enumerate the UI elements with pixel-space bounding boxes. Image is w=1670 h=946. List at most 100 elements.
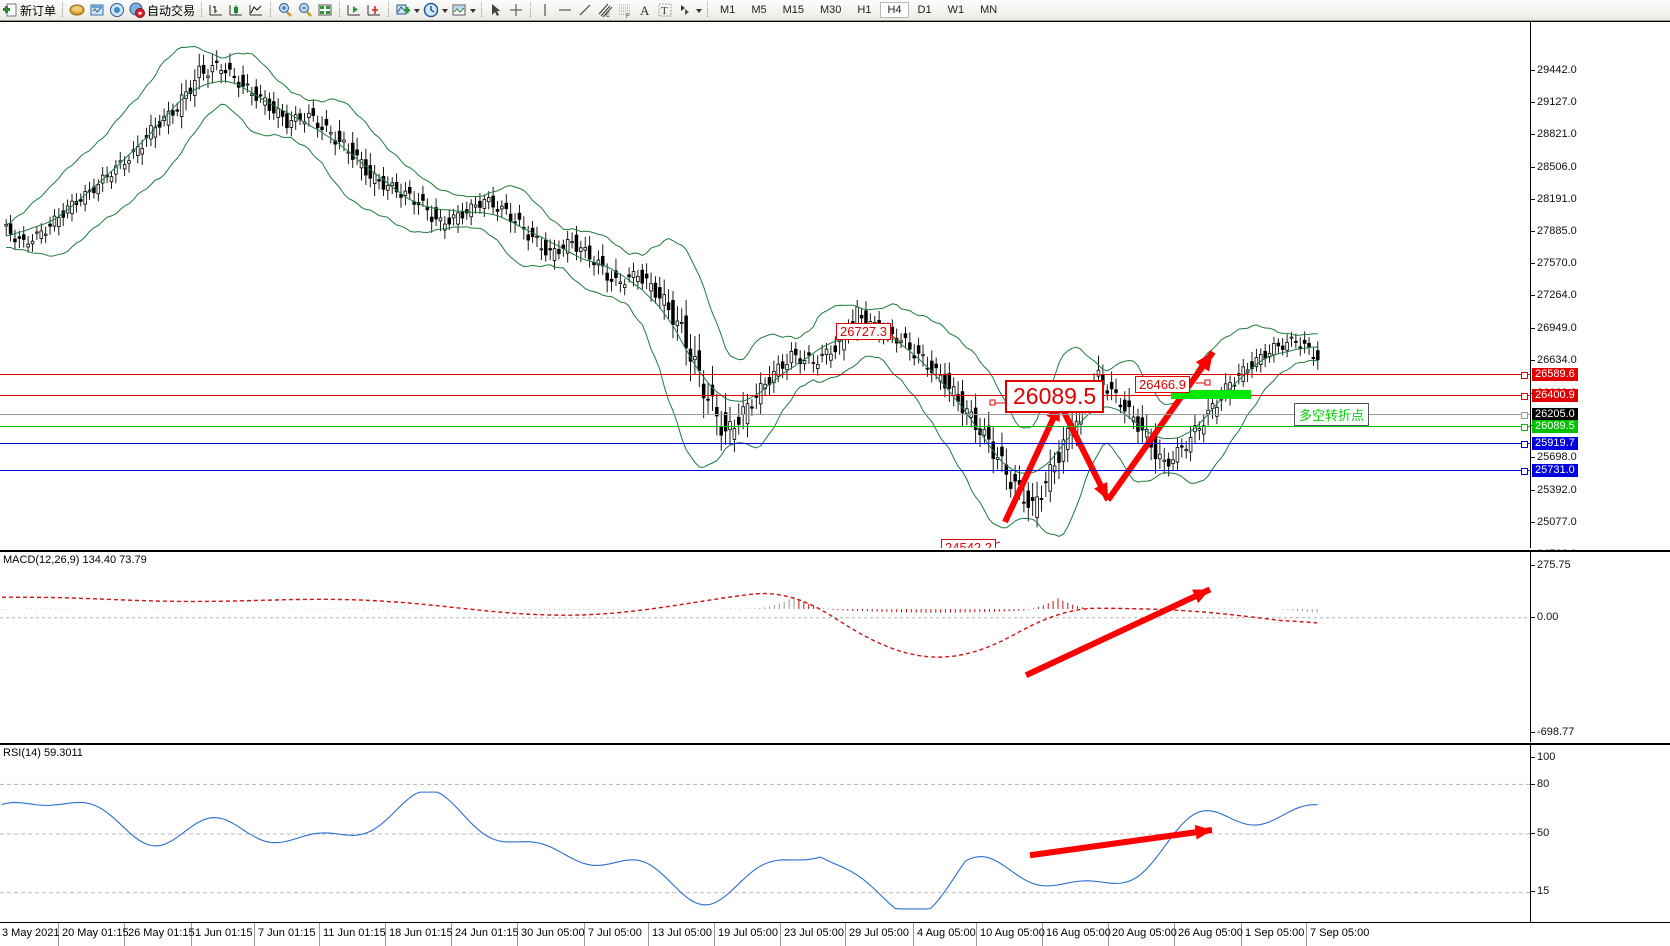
new-order-icon (2, 2, 18, 18)
time-separator (1241, 923, 1242, 946)
price-tick-label: 28506.0 (1537, 161, 1577, 173)
shapes-button[interactable] (675, 1, 695, 19)
line-chart-button[interactable] (246, 1, 266, 19)
macd-tick-label: 0.00 (1537, 611, 1559, 623)
autotrade-button[interactable]: 自动交易 (127, 1, 197, 19)
hline-26589-handle[interactable] (1521, 372, 1528, 379)
period-button[interactable] (421, 1, 441, 19)
new-order-label: 新订单 (20, 3, 57, 18)
timeframe-m5[interactable]: M5 (751, 4, 767, 16)
timeframe-w1[interactable]: W1 (947, 4, 965, 16)
crosshair-button[interactable] (506, 1, 526, 19)
time-separator (58, 923, 59, 946)
cursor-icon (488, 2, 504, 18)
rsi-tick-label: 50 (1537, 827, 1550, 839)
navigator-icon (109, 2, 125, 18)
timeframe-group: M1 M5 M15 M30 H1 H4 D1 W1 MN (712, 2, 1005, 18)
zoom-in-icon (277, 2, 293, 18)
toolbar-separator (388, 2, 390, 18)
trendline-button[interactable] (575, 1, 595, 19)
level-24542[interactable]: 24542.2 (941, 539, 996, 548)
vline-button[interactable] (535, 1, 555, 19)
chart-window[interactable]: HK50-,H4 26116.0 26239.0 26116.0 26205.0… (0, 21, 1670, 946)
time-label: 11 Jun 01:15 (323, 927, 386, 939)
tag-25919[interactable]: 25919.7 (1532, 437, 1578, 450)
hline-25919[interactable] (0, 443, 1530, 444)
hline-26400[interactable] (0, 395, 1530, 396)
shift-end-button[interactable] (344, 1, 364, 19)
price-pane[interactable]: 26727.3 26466.9 26089.5 24542.2 多空转折点 (0, 22, 1530, 548)
price-axis[interactable]: 29442.0 29127.0 28821.0 28506.0 28191.0 27885… (1530, 22, 1670, 592)
grid-button[interactable] (315, 1, 335, 19)
toolbar-separator (270, 2, 272, 18)
shapes-dropdown-arrow[interactable] (695, 2, 703, 18)
indicators-button[interactable] (393, 1, 413, 19)
level-26727[interactable]: 26727.3 (836, 323, 891, 340)
timeframe-d1[interactable]: D1 (917, 4, 932, 16)
tag-26400[interactable]: 26400.9 (1532, 389, 1578, 402)
hline-25731[interactable] (0, 470, 1530, 471)
level-26466[interactable]: 26466.9 (1135, 376, 1190, 393)
time-label: 13 Jul 05:00 (652, 927, 712, 939)
timeframe-m1[interactable]: M1 (720, 4, 736, 16)
shapes-icon (677, 2, 693, 18)
equidistant-channel-button[interactable]: E (595, 1, 615, 19)
cursor-button[interactable] (486, 1, 506, 19)
tag-26205[interactable]: 26205.0 (1532, 408, 1578, 421)
hline-25919-handle[interactable] (1521, 441, 1528, 448)
new-order-button[interactable]: 新订单 (0, 1, 58, 19)
auto-scroll-button[interactable] (364, 1, 384, 19)
timeframe-h1[interactable]: H1 (857, 4, 872, 16)
macd-pane[interactable]: MACD(12,26,9) 134.40 73.79 (0, 550, 1530, 742)
timeframe-mn[interactable]: MN (980, 4, 998, 16)
supply-demand-zone[interactable] (1171, 390, 1251, 399)
hline-26205[interactable] (0, 414, 1530, 415)
turning-point-note[interactable]: 多空转折点 (1294, 403, 1370, 426)
navigator-button[interactable] (107, 1, 127, 19)
data-window-button[interactable] (87, 1, 107, 19)
macd-axis[interactable]: 275.75 0.00 -698.77 (1530, 550, 1670, 742)
hline-26589[interactable] (0, 374, 1530, 375)
fibonacci-button[interactable]: F (615, 1, 635, 20)
level-26089[interactable]: 26089.5 (1005, 380, 1105, 413)
indicators-dropdown-arrow[interactable] (413, 2, 421, 18)
rsi-pane[interactable]: RSI(14) 59.3011 (0, 743, 1530, 924)
tag-25731[interactable]: 25731.0 (1532, 464, 1578, 477)
zoom-in-button[interactable] (275, 1, 295, 19)
templates-button[interactable] (449, 1, 469, 19)
tag-26589[interactable]: 26589.6 (1532, 368, 1578, 381)
strategy-tester-icon (69, 2, 85, 18)
hline-26089-handle[interactable] (1521, 424, 1528, 431)
autotrade-label: 自动交易 (147, 3, 196, 18)
hline-26400-handle[interactable] (1521, 393, 1528, 400)
bar-chart-button[interactable] (206, 1, 226, 19)
hline-26089[interactable] (0, 426, 1530, 427)
label-button[interactable]: T (655, 1, 675, 19)
toolbar-separator (707, 2, 709, 18)
hline-button[interactable] (555, 1, 575, 19)
macd-tick-label: 275.75 (1537, 559, 1571, 571)
macd-canvas (0, 586, 1530, 679)
period-dropdown-arrow[interactable] (441, 2, 449, 18)
indicators-icon (395, 2, 411, 18)
templates-dropdown-arrow[interactable] (469, 2, 477, 18)
tag-26089[interactable]: 26089.5 (1532, 420, 1578, 433)
timeframe-m30[interactable]: M30 (820, 4, 842, 16)
time-separator (714, 923, 715, 946)
time-separator (451, 923, 452, 946)
rsi-tick-label: 100 (1537, 751, 1556, 763)
time-axis[interactable]: 3 May 2021 20 May 01:15 26 May 01:15 1 Jun … (0, 922, 1670, 946)
rsi-axis[interactable]: 100 80 50 15 (1530, 743, 1670, 924)
timeframe-m15[interactable]: M15 (782, 4, 804, 16)
price-tick-label: 25698.0 (1537, 451, 1577, 463)
candlestick-chart-button[interactable] (226, 1, 246, 19)
strategy-tester-button[interactable] (67, 1, 87, 19)
zoom-out-button[interactable] (295, 1, 315, 19)
time-label: 20 May 01:15 (62, 927, 129, 939)
time-label: 3 May 2021 (2, 927, 60, 939)
time-separator (913, 923, 914, 946)
timeframe-h4[interactable]: H4 (880, 2, 909, 18)
text-button[interactable]: A (635, 1, 655, 19)
hline-26205-handle[interactable] (1521, 412, 1528, 419)
hline-25731-handle[interactable] (1521, 468, 1528, 475)
